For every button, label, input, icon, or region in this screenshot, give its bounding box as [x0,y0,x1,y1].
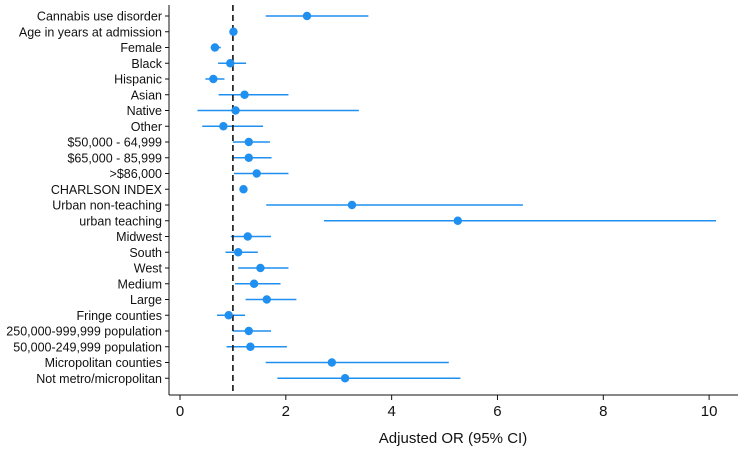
row-label: Urban non-teaching [52,199,162,213]
point-estimate [243,232,252,241]
row-label: Not metro/micropolitan [36,372,162,386]
confidence-intervals [197,15,717,380]
point-estimate [231,106,240,115]
row-label: Asian [131,88,162,102]
point-estimate [244,137,253,147]
point-estimate [327,358,337,367]
point-estimate [234,248,243,257]
point-estimate [224,311,233,320]
row-label: Native [127,104,162,118]
point-estimate [262,295,271,304]
row-label: Micropolitan counties [45,356,162,370]
point-estimate [226,59,235,68]
row-label: Black [131,57,162,71]
row-label: 50,000-249,999 population [13,340,162,354]
point-estimate [453,216,462,225]
point-estimate [244,326,253,336]
row-label: urban teaching [79,214,162,228]
point-estimate [210,43,220,52]
point-estimate [209,74,218,84]
row-label: $50,000 - 64,999 [67,136,162,150]
row-label: CHARLSON INDEX [51,183,163,197]
point-estimates [209,11,462,383]
point-estimate [244,153,253,162]
x-axis: 0 2 4 6 8 10 [168,5,738,420]
x-tick-label: 0 [176,403,184,420]
row-label: West [134,262,163,276]
row-label: Large [130,293,162,307]
x-tick-label: 8 [599,403,607,420]
row-label: >$86,000 [110,167,163,181]
row-label: $65,000 - 85,999 [67,151,162,165]
row-label: Midwest [116,230,162,244]
row-label: Fringe counties [77,309,162,323]
point-estimate [252,169,261,178]
point-estimate [347,200,357,210]
row-label: Medium [118,277,162,291]
row-label: Age in years at admission [19,25,162,39]
row-label: South [129,246,162,260]
x-ticks: 0 2 4 6 8 10 [176,395,718,420]
point-estimate [302,11,312,21]
row-label: Cannabis use disorder [37,10,162,24]
x-tick-label: 4 [387,403,395,420]
x-axis-title: Adjusted OR (95% CI) [379,430,527,447]
x-tick-label: 2 [282,403,290,420]
point-estimate [240,90,249,99]
x-tick-label: 10 [701,403,718,420]
point-estimate [246,342,255,351]
row-label: Other [131,120,162,134]
point-estimate [256,263,265,273]
row-label: Female [120,41,162,55]
row-label: Hispanic [114,73,162,87]
point-estimate [239,185,248,194]
point-estimate [249,279,259,288]
x-tick-label: 6 [493,403,501,420]
point-estimate [340,374,350,383]
row-label: 250,000-999,999 population [6,325,162,339]
point-estimate [219,122,228,131]
point-estimate [229,27,238,36]
